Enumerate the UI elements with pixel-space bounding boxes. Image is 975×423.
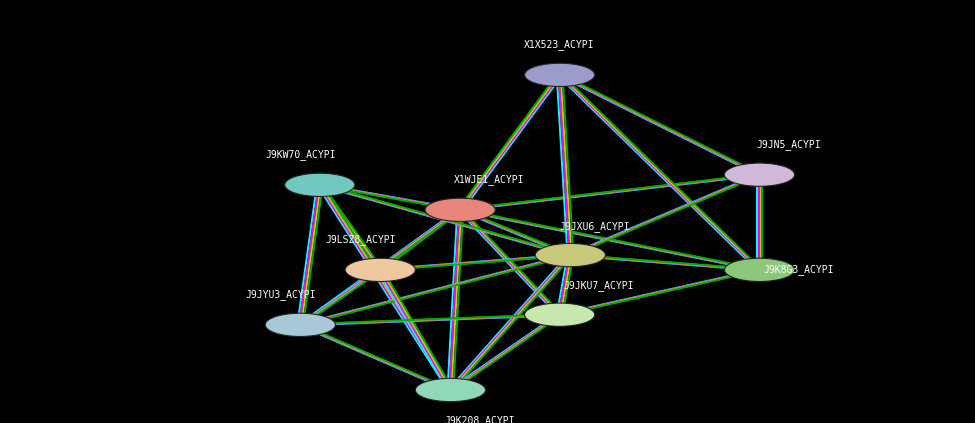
Ellipse shape — [265, 313, 335, 337]
Text: J9JN5_ACYPI: J9JN5_ACYPI — [757, 139, 821, 150]
Text: X1WJE1_ACYPI: X1WJE1_ACYPI — [454, 174, 525, 185]
Ellipse shape — [535, 244, 605, 266]
Text: J9KW70_ACYPI: J9KW70_ACYPI — [265, 149, 335, 160]
Ellipse shape — [525, 63, 595, 87]
Text: J9JKU7_ACYPI: J9JKU7_ACYPI — [564, 280, 634, 291]
Text: J9JYU3_ACYPI: J9JYU3_ACYPI — [246, 289, 316, 300]
Ellipse shape — [525, 303, 595, 327]
Ellipse shape — [345, 258, 415, 282]
Text: X1X523_ACYPI: X1X523_ACYPI — [525, 39, 595, 50]
Ellipse shape — [285, 173, 355, 197]
Ellipse shape — [724, 258, 795, 282]
Text: J9K8G3_ACYPI: J9K8G3_ACYPI — [763, 264, 834, 275]
Text: J9JXU6_ACYPI: J9JXU6_ACYPI — [560, 221, 630, 232]
Ellipse shape — [415, 378, 486, 402]
Ellipse shape — [425, 198, 495, 222]
Ellipse shape — [724, 163, 795, 187]
Text: J9K208_ACYPI: J9K208_ACYPI — [445, 415, 515, 423]
Text: J9LSZ8_ACYPI: J9LSZ8_ACYPI — [326, 234, 396, 245]
